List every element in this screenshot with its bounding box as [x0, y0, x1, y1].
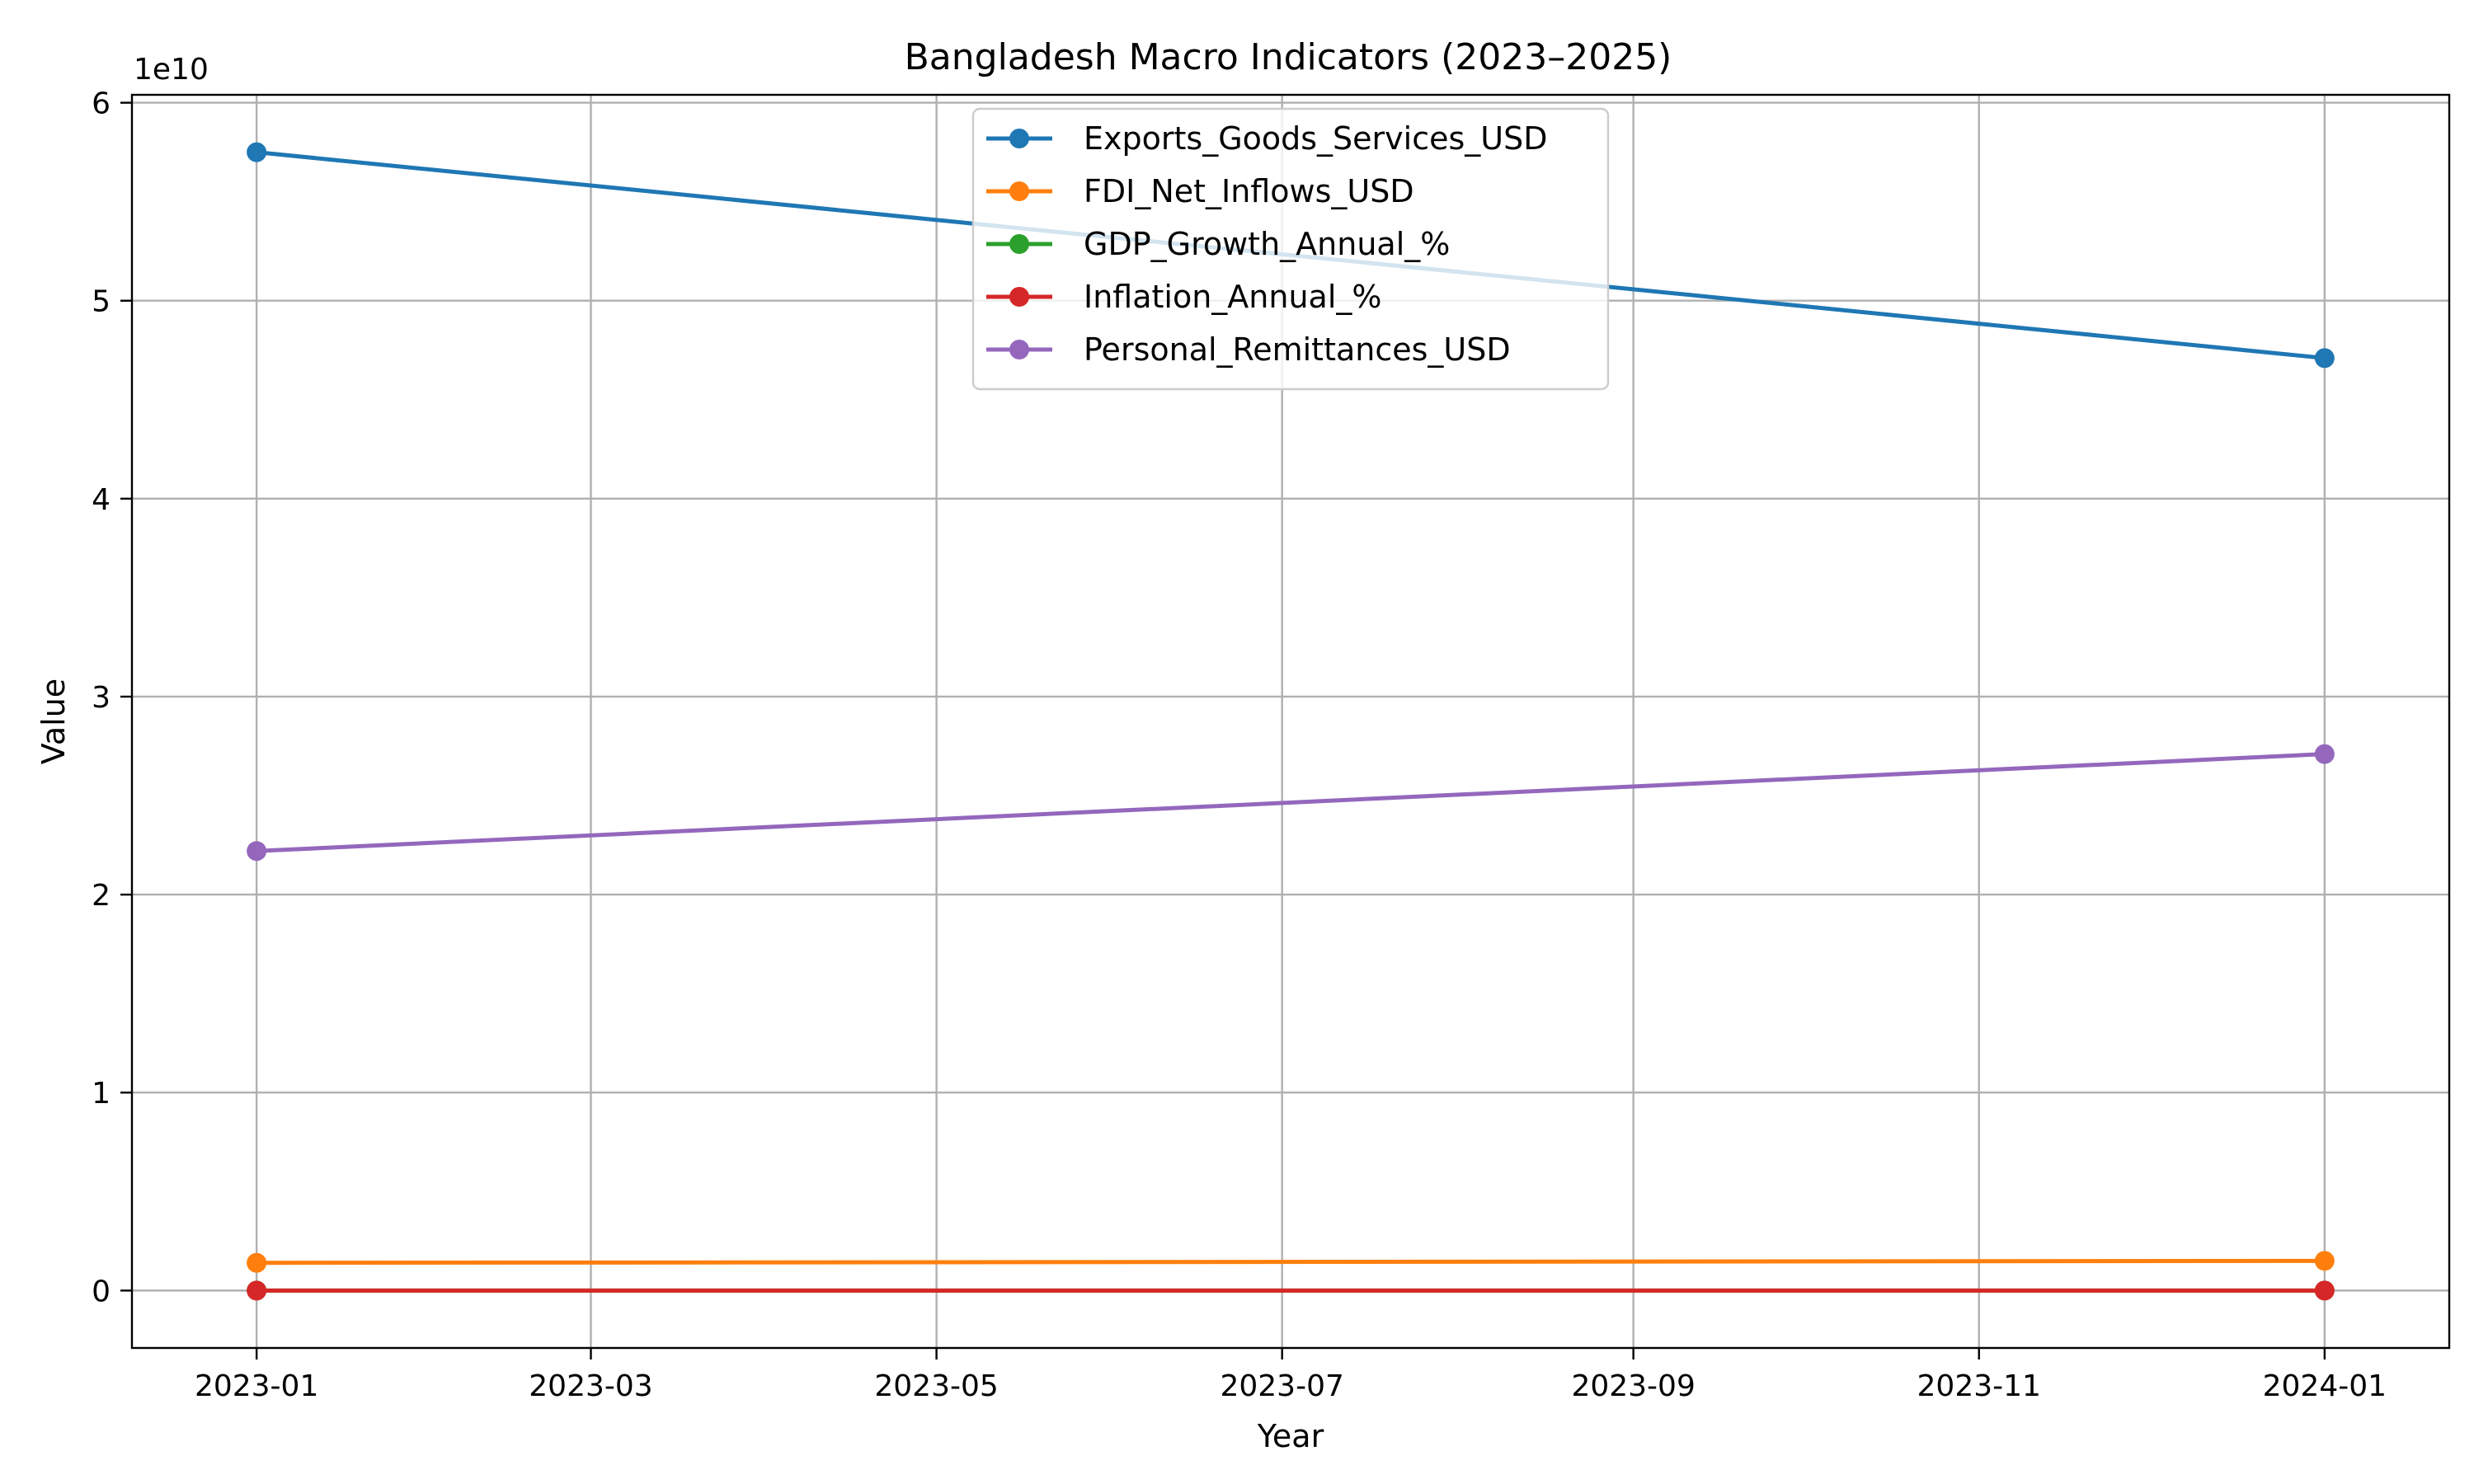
y-tick-label: 2 — [92, 879, 111, 913]
legend-item: FDI_Net_Inflows_USD — [986, 173, 1414, 209]
legend-frame — [971, 107, 1610, 391]
series-Personal_Remittances_USD — [247, 744, 2335, 862]
x-tick-label: 2023-09 — [1571, 1369, 1695, 1403]
x-tick-label: 2023-03 — [529, 1369, 652, 1403]
series-FDI_Net_Inflows_USD — [247, 1251, 2335, 1273]
legend-label: Inflation_Annual_% — [1084, 279, 1382, 315]
x-tick-label: 2023-11 — [1917, 1369, 2041, 1403]
y-tick-label: 5 — [92, 285, 111, 319]
data-point — [2314, 1280, 2335, 1301]
plot-area-frame — [130, 93, 2451, 1350]
legend-swatch-marker — [1009, 129, 1029, 148]
legend-swatch-marker — [1009, 181, 1029, 201]
y-tick-label: 6 — [92, 87, 111, 121]
x-axis-label: Year — [1257, 1418, 1324, 1454]
data-point — [2314, 348, 2335, 369]
series-line — [256, 1258, 2325, 1266]
legend-label: FDI_Net_Inflows_USD — [1084, 173, 1414, 209]
x-tick-label: 2024-01 — [2263, 1369, 2387, 1403]
axis-ticks: 2023-01 2023-03 2023-05 2023-07 2023-09 2023-… — [92, 87, 2387, 1403]
legend-label: GDP_Growth_Annual_% — [1084, 226, 1450, 262]
legend-swatch-marker — [1009, 234, 1029, 254]
legend-item: GDP_Growth_Annual_% — [986, 226, 1450, 262]
legend-swatch-marker — [1009, 287, 1029, 307]
legend-item: Exports_Goods_Services_USD — [986, 120, 1548, 157]
legend-label: Personal_Remittances_USD — [1084, 331, 1511, 368]
y-axis-offset-label: 1e10 — [134, 53, 209, 87]
legend-item: Inflation_Annual_% — [986, 279, 1382, 315]
x-tick-label: 2023-07 — [1220, 1369, 1343, 1403]
series-Inflation_Annual_% — [247, 1280, 2335, 1301]
y-tick-label: 4 — [92, 483, 111, 517]
y-tick-label: 0 — [92, 1275, 111, 1308]
data-point — [247, 1280, 267, 1301]
series-line — [256, 752, 2325, 853]
y-tick-label: 3 — [92, 681, 111, 715]
chart-title: Bangladesh Macro Indicators (2023–2025) — [905, 36, 1672, 78]
data-point — [2314, 1251, 2335, 1271]
legend-swatch-marker — [1009, 340, 1029, 359]
legend-item: Personal_Remittances_USD — [986, 331, 1511, 368]
legend-label: Exports_Goods_Services_USD — [1084, 120, 1548, 157]
x-tick-label: 2023-05 — [874, 1369, 998, 1403]
legend: Exports_Goods_Services_USD FDI_Net_Inflow… — [971, 107, 1610, 391]
x-tick-label: 2023-01 — [195, 1369, 318, 1403]
data-point — [247, 1252, 267, 1273]
y-tick-label: 1 — [92, 1077, 111, 1111]
y-axis-label: Value — [35, 679, 72, 764]
data-point — [247, 142, 267, 162]
data-point — [2314, 744, 2335, 764]
data-point — [247, 841, 267, 862]
